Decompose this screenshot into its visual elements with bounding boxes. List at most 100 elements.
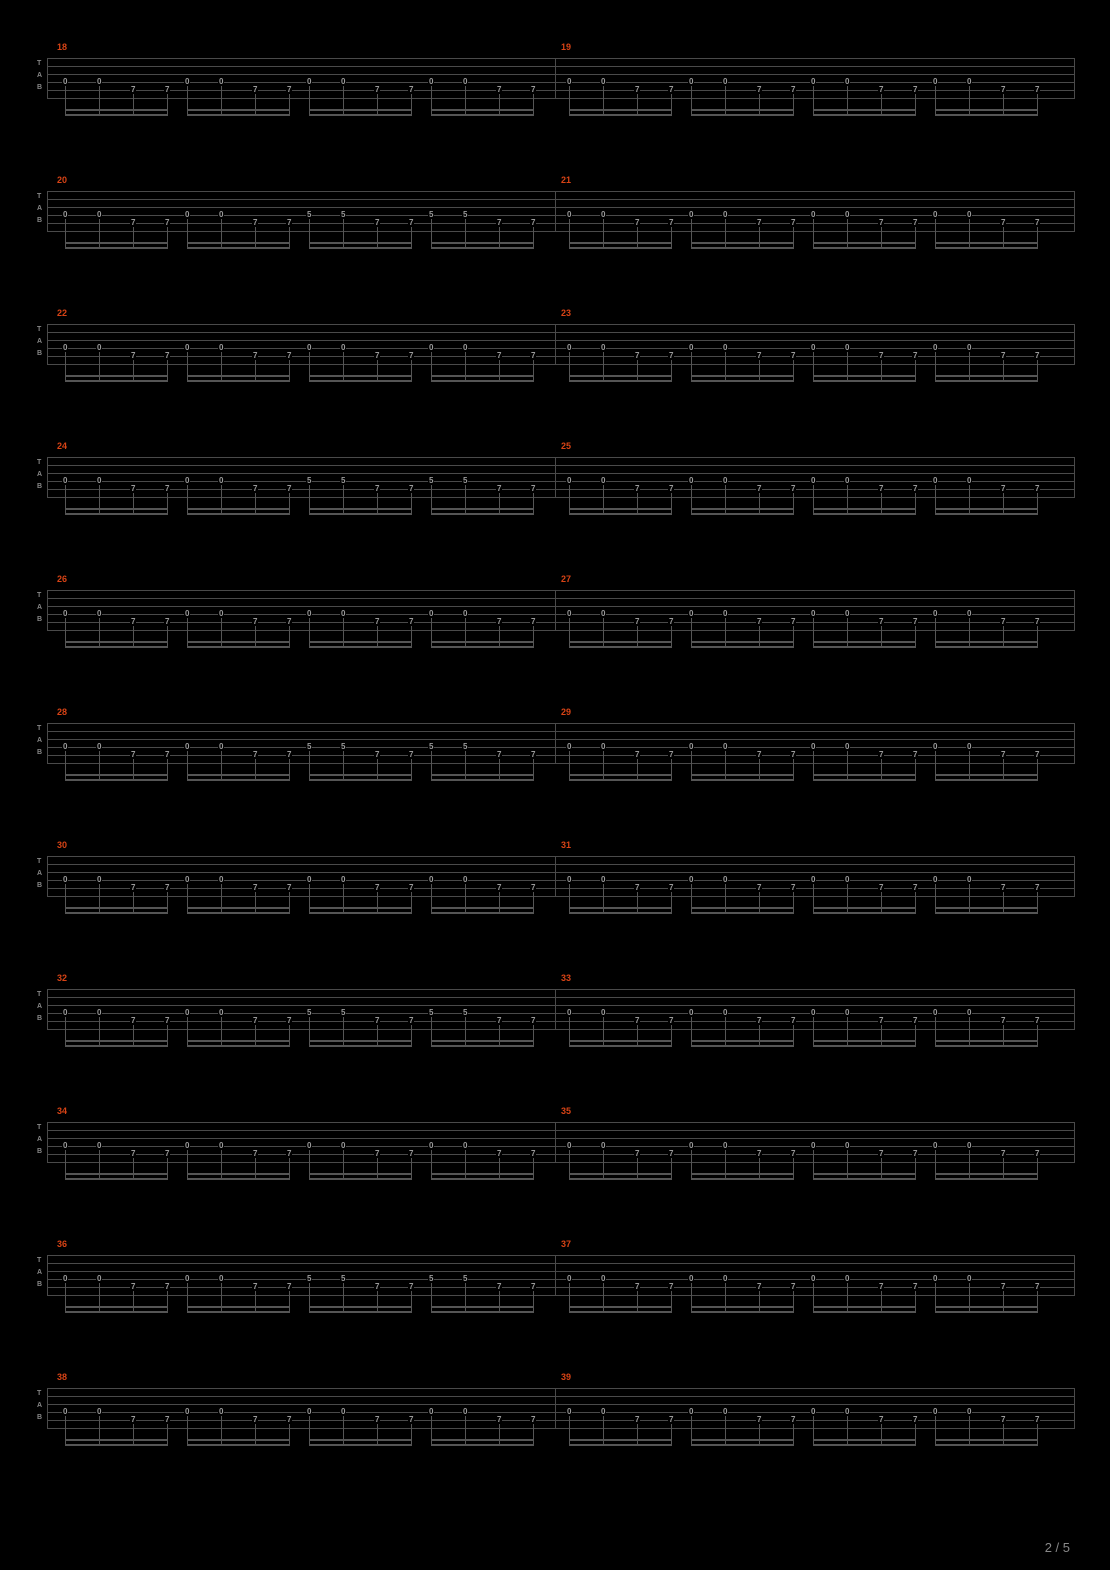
tab-note: 0 [810,1275,816,1283]
note-stem [637,892,638,914]
note-stem [759,493,760,515]
tab-note: 7 [1034,884,1040,892]
tab-note: 7 [756,751,762,759]
note-stem [725,751,726,781]
tab-note: 7 [790,1416,796,1424]
tab-note: 0 [688,743,694,751]
tab-note: 0 [844,1408,850,1416]
tab-system: TAB340077007700770077350077007700770077 [35,1104,1075,1204]
tab-note: 0 [566,1009,572,1017]
beam [569,1306,672,1308]
beam [569,1439,672,1441]
note-stem [725,1416,726,1446]
note-stem [759,626,760,648]
note-stem [847,219,848,249]
measure-number: 32 [57,973,67,983]
beam [569,375,672,377]
measure: 0077007700770077 [35,58,1075,128]
tab-note: 0 [810,876,816,884]
beam [569,114,672,116]
note-stem [671,1158,672,1180]
tab-note: 7 [1000,884,1006,892]
tab-note: 7 [790,1283,796,1291]
note-stem [569,485,570,515]
note-stem [935,884,936,914]
note-stem [793,94,794,116]
tab-note: 0 [844,78,850,86]
note-stem [603,1283,604,1313]
beam [935,774,1038,776]
note-stem [759,1291,760,1313]
tab-note: 0 [566,1142,572,1150]
note-stem [637,1291,638,1313]
note-stem [1003,227,1004,249]
tab-note: 0 [600,1275,606,1283]
tab-note: 0 [844,477,850,485]
tab-note: 7 [878,1283,884,1291]
beam [935,1045,1038,1047]
measure: 0077007700770077 [35,590,1075,660]
tab-note: 0 [810,743,816,751]
note-stem [881,1158,882,1180]
measure-number: 33 [561,973,571,983]
beam [691,247,794,249]
tab-note: 0 [688,477,694,485]
tab-note: 0 [688,610,694,618]
tab-note: 7 [1000,1017,1006,1025]
tab-system: TAB260077007700770077270077007700770077 [35,572,1075,672]
note-stem [637,626,638,648]
note-stem [759,1025,760,1047]
beam [813,1173,916,1175]
tab-system: TAB240077007755775577250077007700770077 [35,439,1075,539]
beam [569,380,672,382]
note-stem [637,1025,638,1047]
note-stem [915,1025,916,1047]
note-stem [881,1025,882,1047]
note-stem [881,1291,882,1313]
tab-note: 7 [912,884,918,892]
beam [935,1311,1038,1313]
note-stem [1037,227,1038,249]
tab-note: 7 [756,1150,762,1158]
measure: 0077007700770077 [35,457,1075,527]
tab-note: 7 [634,352,640,360]
tab-note: 7 [1000,86,1006,94]
note-stem [725,219,726,249]
tab-note: 0 [966,78,972,86]
note-stem [1003,493,1004,515]
note-stem [881,360,882,382]
tab-note: 0 [932,1408,938,1416]
note-stem [1037,1025,1038,1047]
tab-note: 0 [844,876,850,884]
note-stem [881,626,882,648]
tab-note: 0 [566,1275,572,1283]
note-stem [759,227,760,249]
note-stem [637,1424,638,1446]
tab-note: 0 [566,876,572,884]
tab-note: 7 [912,219,918,227]
tab-system: TAB380077007700770077390077007700770077 [35,1370,1075,1470]
beam [691,375,794,377]
note-stem [691,485,692,515]
note-stem [793,227,794,249]
beam [813,242,916,244]
beam [569,779,672,781]
note-stem [671,493,672,515]
note-stem [1037,1291,1038,1313]
note-stem [1003,94,1004,116]
note-stem [603,485,604,515]
tab-note: 7 [634,1150,640,1158]
tab-note: 7 [668,485,674,493]
tab-note: 0 [932,78,938,86]
tab-note: 7 [790,618,796,626]
tab-note: 0 [688,1275,694,1283]
note-stem [847,1150,848,1180]
beam [691,1045,794,1047]
note-stem [1003,1025,1004,1047]
measure-number: 20 [57,175,67,185]
note-stem [935,751,936,781]
note-stem [847,485,848,515]
note-stem [691,352,692,382]
note-stem [915,892,916,914]
beam [691,380,794,382]
